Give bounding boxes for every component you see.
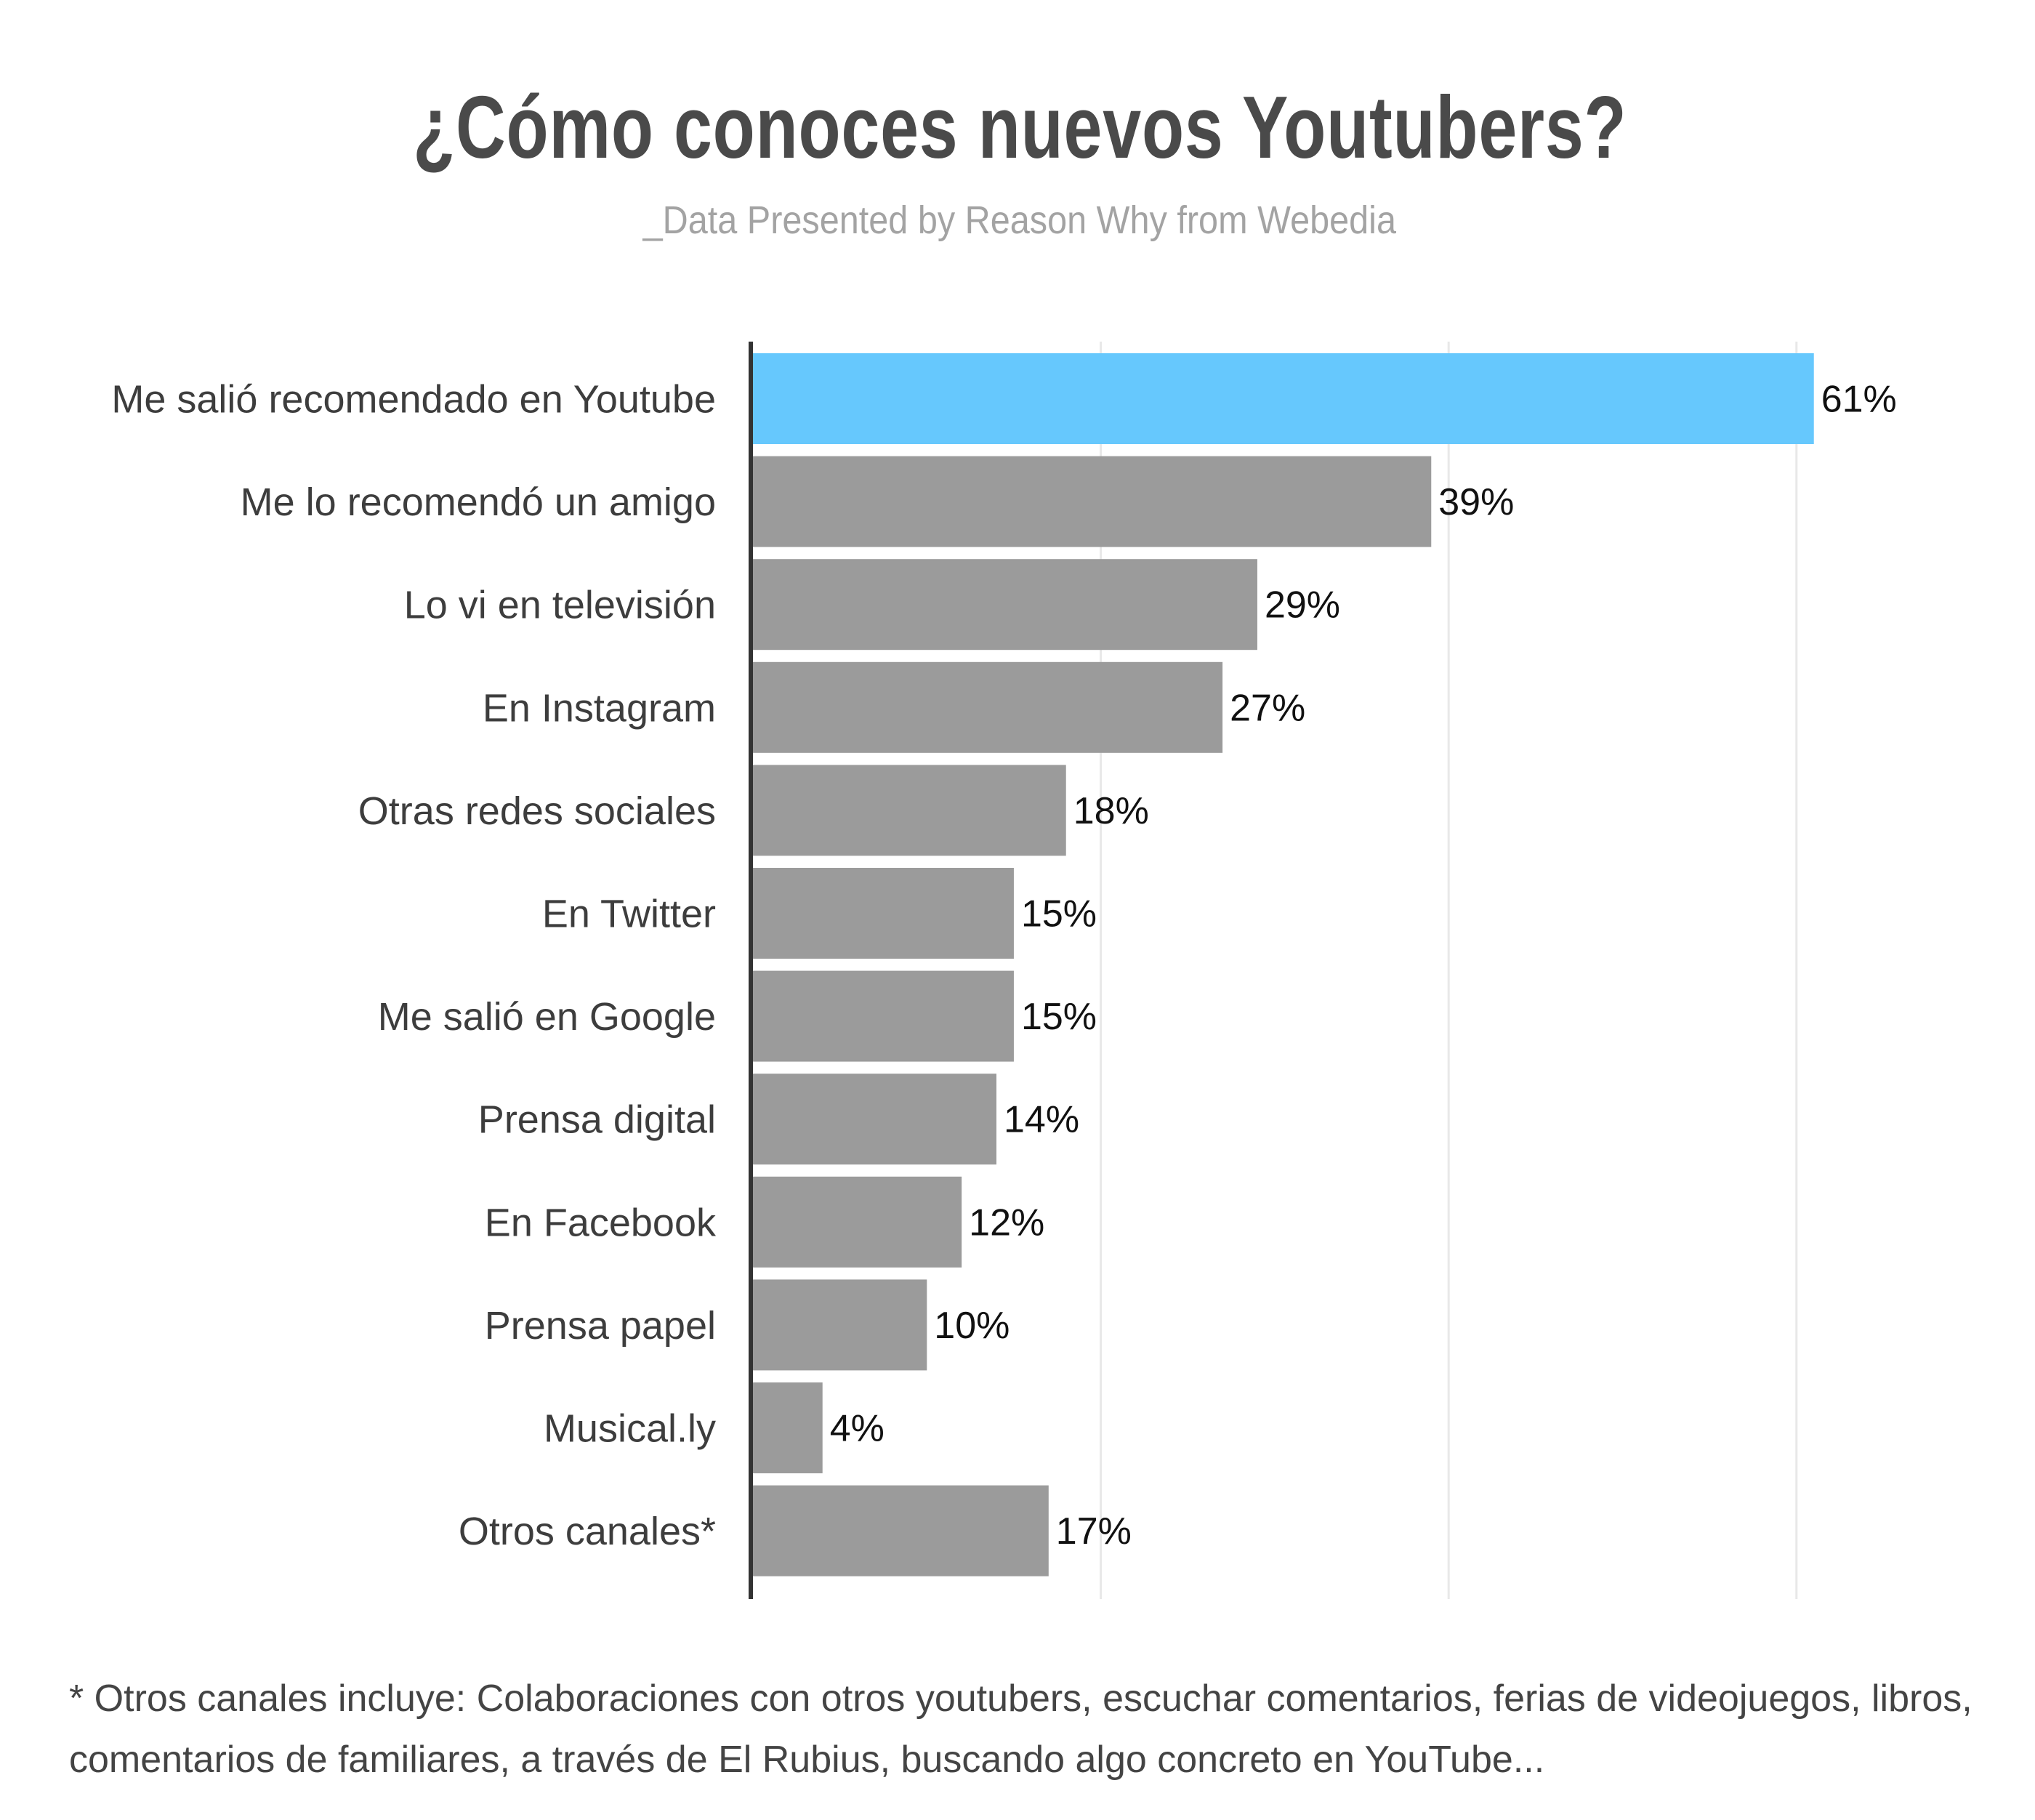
value-label: 17% bbox=[1056, 1510, 1132, 1553]
category-labels: Me salió recomendado en Youtube Me lo rec… bbox=[111, 378, 717, 1554]
value-label: 15% bbox=[1021, 996, 1097, 1038]
bar bbox=[753, 868, 1014, 959]
chart-subtitle: _Data Presented by Reason Why from Webed… bbox=[642, 198, 1397, 242]
chart-title: ¿Cómo conoces nuevos Youtubers? bbox=[413, 78, 1627, 177]
bar bbox=[753, 1074, 997, 1165]
category-label: Otras redes sociales bbox=[358, 789, 716, 833]
value-label: 27% bbox=[1230, 687, 1305, 729]
value-label: 18% bbox=[1073, 790, 1149, 832]
category-label: Prensa digital bbox=[478, 1098, 716, 1142]
bar bbox=[753, 1382, 823, 1473]
bar bbox=[753, 353, 1814, 444]
category-label: Me lo recomendó un amigo bbox=[241, 480, 716, 524]
bar bbox=[753, 765, 1066, 856]
value-label: 10% bbox=[934, 1305, 1010, 1347]
category-label: En Twitter bbox=[542, 893, 716, 936]
bar bbox=[753, 456, 1432, 547]
value-labels: 61% 39% 29% 27% 18% 15% 15% 14% 12% 10% 4% 17% bbox=[830, 379, 1897, 1553]
value-label: 61% bbox=[1821, 379, 1897, 421]
bar bbox=[753, 1176, 962, 1268]
bar bbox=[753, 1279, 927, 1371]
value-label: 14% bbox=[1004, 1099, 1079, 1141]
category-label: En Instagram bbox=[483, 686, 716, 730]
bar bbox=[753, 559, 1257, 651]
value-label: 39% bbox=[1438, 481, 1514, 523]
category-label: Otros canales* bbox=[459, 1510, 716, 1553]
value-label: 12% bbox=[969, 1201, 1044, 1244]
bar bbox=[753, 970, 1014, 1062]
value-label: 29% bbox=[1265, 584, 1340, 627]
category-label: Me salió en Google bbox=[378, 995, 716, 1039]
value-label: 4% bbox=[830, 1408, 884, 1450]
gridlines bbox=[1100, 342, 1798, 1599]
bars bbox=[753, 353, 1814, 1577]
category-label: Prensa papel bbox=[485, 1304, 716, 1348]
value-label: 15% bbox=[1021, 893, 1097, 935]
bar bbox=[753, 661, 1223, 753]
footnote: * Otros canales incluye: Colaboraciones … bbox=[69, 1678, 1972, 1781]
bar bbox=[753, 1485, 1049, 1577]
category-label: Me salió recomendado en Youtube bbox=[111, 378, 716, 422]
category-label: En Facebook bbox=[485, 1201, 717, 1244]
category-label: Lo vi en televisión bbox=[404, 584, 716, 627]
category-label: Musical.ly bbox=[544, 1407, 716, 1451]
